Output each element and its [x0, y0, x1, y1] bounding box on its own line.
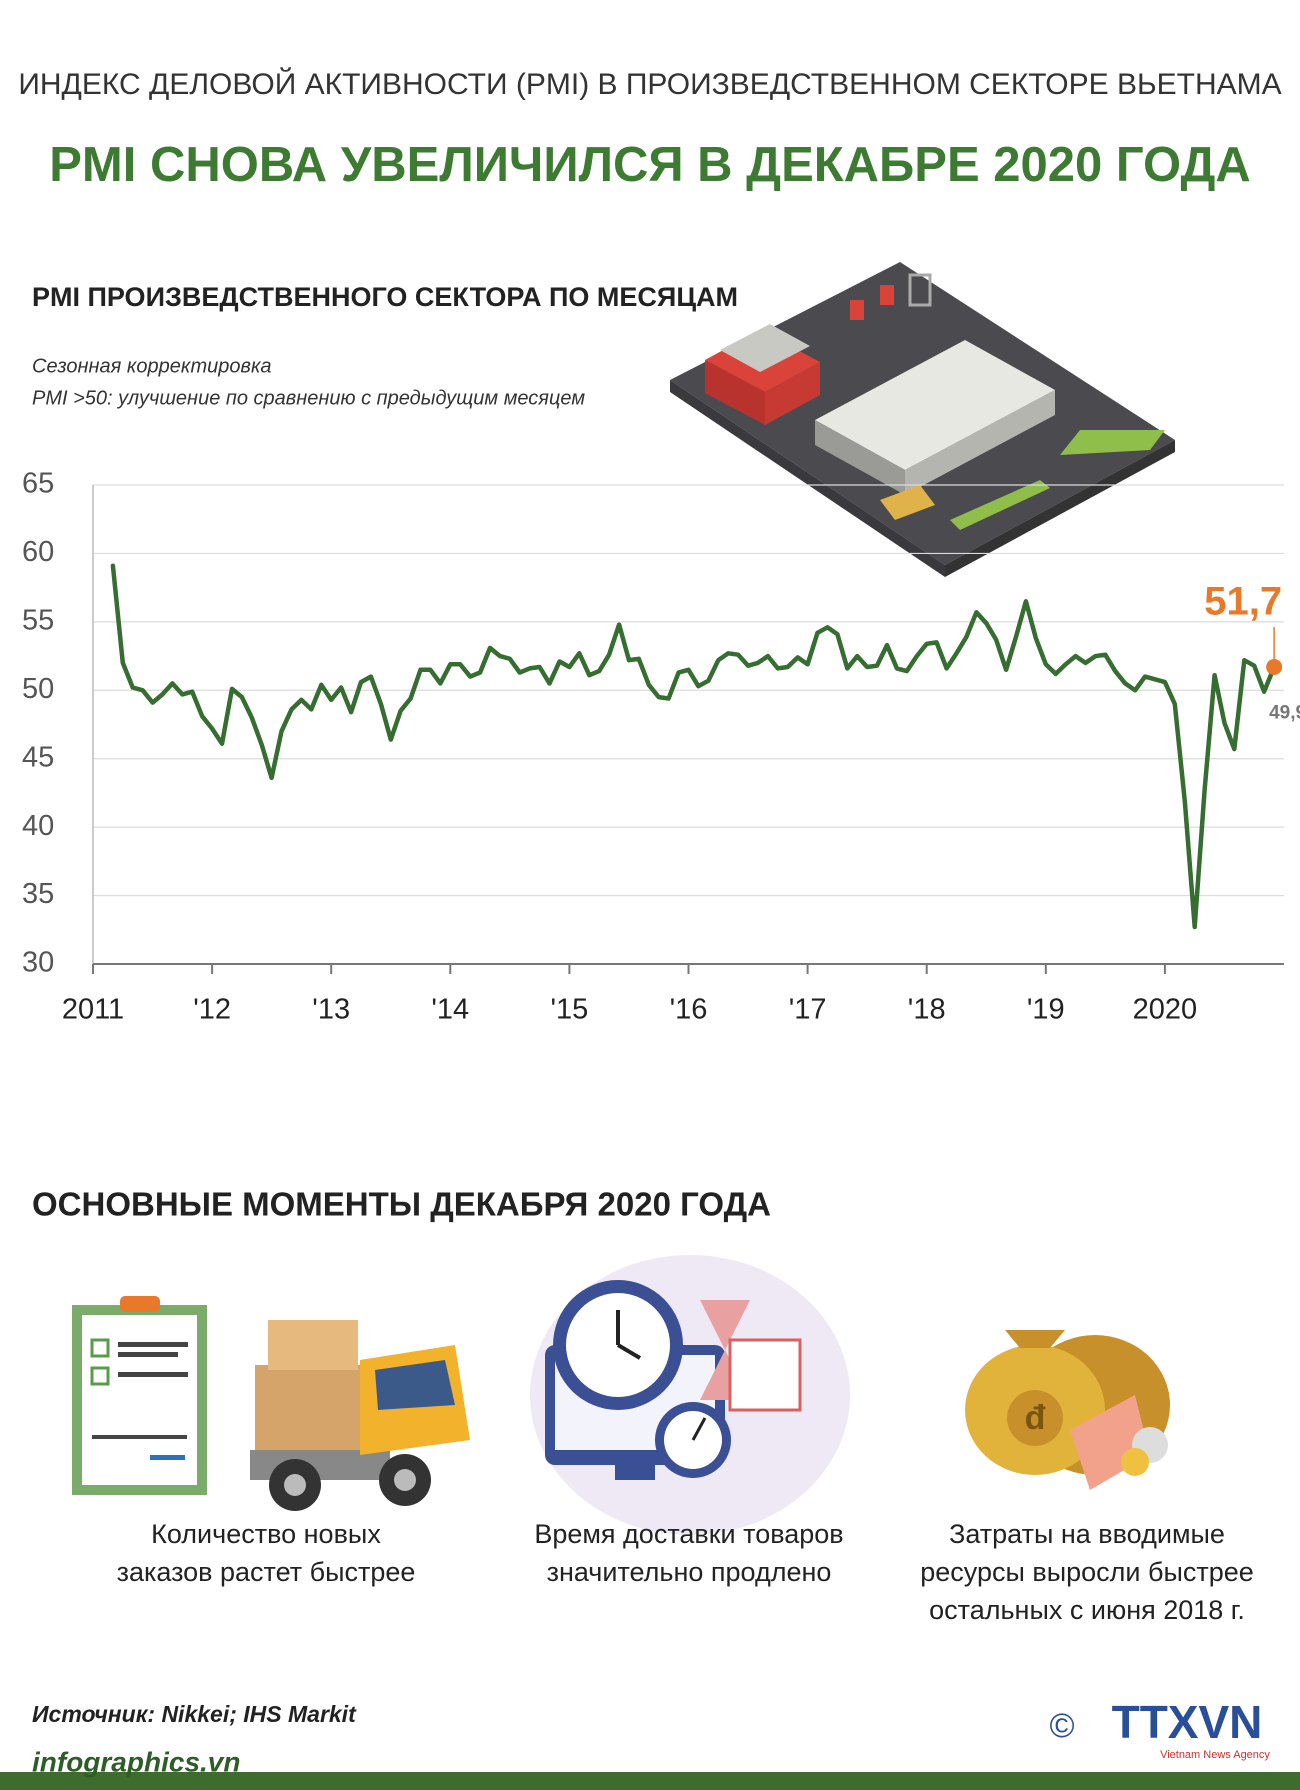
- title: PMI СНОВА УВЕЛИЧИЛСЯ В ДЕКАБРЕ 2020 ГОДА: [49, 138, 1251, 192]
- highlight-text: Время доставки товаров: [534, 1519, 843, 1549]
- highlight-text: Затраты на вводимые: [949, 1519, 1225, 1549]
- y-tick-label: 50: [22, 673, 54, 705]
- brand-sub: Vietnam News Agency: [1160, 1749, 1270, 1761]
- highlight-text: остальных с июня 2018 г.: [929, 1595, 1245, 1625]
- site: infographics.vn: [32, 1746, 240, 1777]
- chart-note: Сезонная корректировка: [32, 355, 272, 377]
- x-tick-label: '15: [551, 994, 589, 1026]
- chart-title: PMI ПРОИЗВЕДСТВЕННОГО СЕКТОРА ПО МЕСЯЦАМ: [32, 282, 738, 312]
- x-tick-label: '16: [670, 994, 708, 1026]
- footer-band: [0, 1772, 1300, 1790]
- orders-icon: [72, 1296, 470, 1511]
- y-tick-label: 45: [22, 741, 54, 773]
- highlight-text: Количество новых: [151, 1519, 381, 1549]
- y-tick-label: 35: [22, 878, 54, 910]
- y-tick-label: 65: [22, 468, 54, 500]
- highlight-items: Количество новых заказов растет быстрее Вр…: [117, 1519, 1254, 1625]
- x-tick-label: '14: [431, 994, 469, 1026]
- copyright: ©: [1049, 1707, 1074, 1745]
- subtitle: ИНДЕКС ДЕЛОВОЙ АКТИВНОСТИ (PMI) В ПРОИЗВ…: [18, 67, 1281, 101]
- chart-note: PMI >50: улучшение по сравнению с предыд…: [32, 387, 585, 409]
- costs-icon: đ: [965, 1330, 1170, 1490]
- x-tick-label: 2011: [62, 994, 124, 1026]
- factory-illustration: [670, 262, 1175, 577]
- pmi-line: [110, 563, 1277, 930]
- x-tick-label: '19: [1027, 994, 1065, 1026]
- highlight-text: ресурсы выросли быстрее: [920, 1557, 1254, 1587]
- chart: 30 35 40 45 50 55 60 65 2011 '12 '13 '14 '15 '16 '17 '1…: [22, 468, 1300, 1026]
- delivery-time-icon: [530, 1255, 850, 1535]
- y-tick-label: 30: [22, 947, 54, 979]
- source: Источник: Nikkei; IHS Markit: [32, 1701, 357, 1727]
- x-tick-label: 2020: [1133, 994, 1198, 1026]
- end-point: [1266, 659, 1283, 676]
- x-tick-label: '13: [312, 994, 350, 1026]
- highlights-title: ОСНОВНЫЕ МОМЕНТЫ ДЕКАБРЯ 2020 ГОДА: [32, 1186, 771, 1223]
- brand: TTXVN: [1112, 1696, 1263, 1748]
- value-label: 49,9: [1269, 703, 1300, 724]
- highlight-text: значительно продлено: [547, 1557, 832, 1587]
- x-tick-label: '12: [193, 994, 231, 1026]
- y-tick-label: 55: [22, 605, 54, 637]
- svg-text:đ: đ: [1025, 1399, 1046, 1437]
- x-tick-label: '18: [908, 994, 946, 1026]
- y-tick-label: 40: [22, 810, 54, 842]
- y-tick-label: 60: [22, 536, 54, 568]
- highlight-text: заказов растет быстрее: [117, 1557, 416, 1587]
- value-label: 51,7: [1204, 580, 1282, 624]
- x-tick-label: '17: [789, 994, 827, 1026]
